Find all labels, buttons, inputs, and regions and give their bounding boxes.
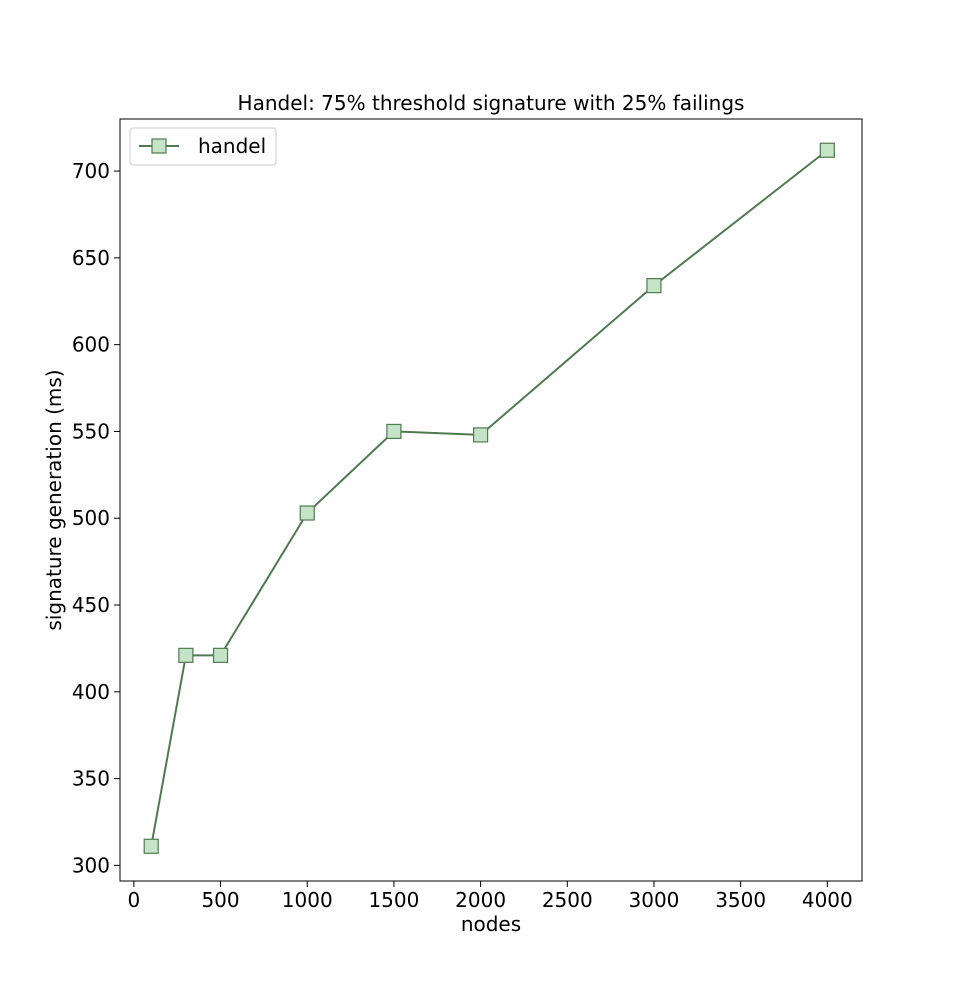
y-tick-label: 350 — [72, 767, 110, 791]
data-point — [212, 647, 229, 663]
data-point — [143, 838, 159, 854]
data-point — [386, 423, 402, 440]
y-axis-label: signature generation (ms) — [42, 369, 66, 630]
x-axis-label: nodes — [461, 912, 521, 936]
y-tick-label: 650 — [72, 246, 110, 270]
y-tick-label: 500 — [72, 506, 110, 530]
y-tick-label: 450 — [72, 593, 110, 617]
x-tick-label: 3500 — [715, 888, 766, 912]
x-tick-label: 4000 — [802, 888, 853, 912]
x-tick-label: 3000 — [629, 888, 680, 912]
y-axis: 300 350 400 450 500 550 600 650 700 — [72, 159, 120, 877]
y-tick-label: 600 — [72, 333, 110, 357]
x-axis: 0 500 1000 1500 2000 2500 3000 3500 4000 — [128, 881, 853, 912]
plot-area — [119, 118, 863, 882]
data-point — [819, 142, 835, 158]
chart-title: Handel: 75% threshold signature with 25%… — [238, 91, 745, 115]
series-layer — [143, 142, 835, 854]
y-tick-label: 400 — [72, 680, 110, 704]
legend-label: handel — [198, 134, 266, 158]
x-tick-label: 500 — [201, 888, 239, 912]
x-tick-label: 1500 — [368, 888, 419, 912]
y-tick-label: 300 — [72, 853, 110, 877]
legend: handel — [129, 127, 277, 166]
x-tick-label: 2500 — [542, 888, 593, 912]
y-tick-label: 700 — [72, 159, 110, 183]
legend-box — [129, 127, 277, 166]
y-tick-label: 550 — [72, 419, 110, 443]
data-point — [646, 278, 662, 294]
legend-marker — [151, 138, 167, 154]
x-tick-label: 0 — [128, 888, 141, 912]
data-point — [178, 647, 194, 663]
data-point — [472, 427, 489, 443]
x-tick-label: 1000 — [282, 888, 333, 912]
x-tick-label: 2000 — [455, 888, 506, 912]
data-point — [299, 505, 315, 521]
